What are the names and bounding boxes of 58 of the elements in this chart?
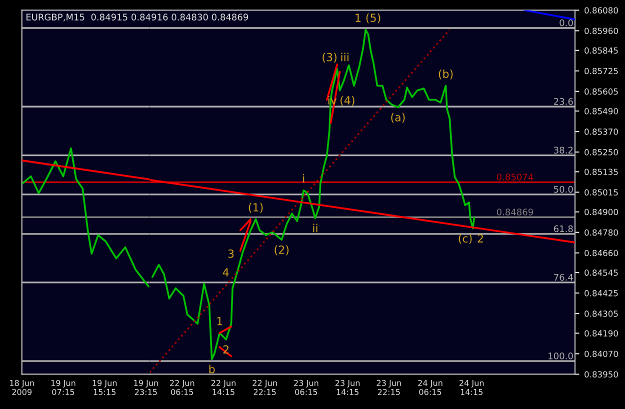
y-tick-label: 0.85605 [584, 88, 618, 95]
x-tick-label: 19 Jun 23:15 [134, 380, 158, 396]
chart-title: EURGBP,M15 0.84915 0.84916 0.84830 0.84869 [26, 14, 248, 22]
x-tick-label: 24 Jun 14:15 [460, 380, 484, 396]
y-tick-label: 0.85250 [584, 149, 618, 156]
annotation: (2) [274, 245, 289, 256]
x-tick-label: 23 Jun 22:15 [376, 380, 401, 396]
annotation: 3 [228, 249, 234, 258]
x-tick-label: 22 Jun 06:15 [170, 380, 194, 396]
annotation: (1) [248, 202, 263, 213]
y-tick-label: 0.83950 [584, 371, 618, 378]
y-tick-label: 0.84780 [584, 229, 618, 236]
annotation: ii [313, 224, 318, 232]
x-tick-label: 23 Jun 06:15 [294, 380, 318, 396]
x-tick-label: 19 Jun 15:15 [92, 380, 117, 396]
y-tick-label: 0.85015 [584, 189, 618, 196]
x-tick-label: 24 Jun 06:15 [418, 380, 442, 396]
annotation: 61.8 [554, 225, 573, 232]
ref-line-label: 0.85074 [496, 174, 534, 180]
y-tick-label: 0.84900 [584, 208, 618, 216]
annotation: (5) [366, 13, 380, 24]
annotation: iii [341, 52, 348, 62]
y-tick-label: 0.84190 [584, 330, 618, 337]
y-tick-label: 0.84660 [584, 250, 618, 256]
ref-line-label: 0.84869 [496, 208, 534, 216]
annotation: i [303, 174, 304, 182]
y-tick-label: 0.84425 [584, 290, 618, 296]
annotation: (3) [322, 52, 336, 63]
annotation: (a) [391, 112, 405, 123]
x-tick-label: 22 Jun 14:15 [211, 380, 236, 396]
y-tick-label: 0.85845 [584, 47, 618, 54]
y-tick-label: 0.86080 [584, 7, 618, 14]
y-tick-label: 0.85135 [584, 168, 618, 176]
y-tick-label: 0.84070 [584, 350, 618, 358]
annotation: 76.4 [554, 274, 573, 281]
y-tick-label: 0.84545 [584, 270, 618, 276]
annotation: 2 [478, 234, 483, 242]
annotation: 1 [356, 14, 361, 22]
annotation: (b) [438, 69, 453, 80]
annotation: 0.0 [560, 19, 573, 26]
annotation: (c) [458, 234, 472, 244]
x-tick-label: 18 Jun 2009 [10, 380, 34, 396]
annotation: 100.0 [548, 352, 573, 360]
y-tick-label: 0.84305 [584, 310, 618, 317]
annotation: 1 [217, 317, 222, 326]
y-tick-label: 0.85725 [584, 68, 618, 74]
annotation: 38.2 [554, 146, 573, 154]
annotation: b [209, 364, 215, 374]
x-tick-label: 22 Jun 22:15 [252, 380, 277, 396]
y-tick-label: 0.85370 [584, 128, 618, 135]
x-tick-label: 23 Jun 14:15 [335, 380, 360, 396]
annotation: 23.6 [554, 98, 573, 105]
annotation: (4) [340, 96, 354, 106]
annotation: 4 [222, 268, 229, 276]
y-tick-label: 0.85490 [584, 108, 618, 114]
y-tick-label: 0.85960 [584, 28, 618, 34]
x-tick-label: 19 Jun 07:15 [51, 380, 76, 396]
annotation: 50.0 [554, 186, 573, 193]
